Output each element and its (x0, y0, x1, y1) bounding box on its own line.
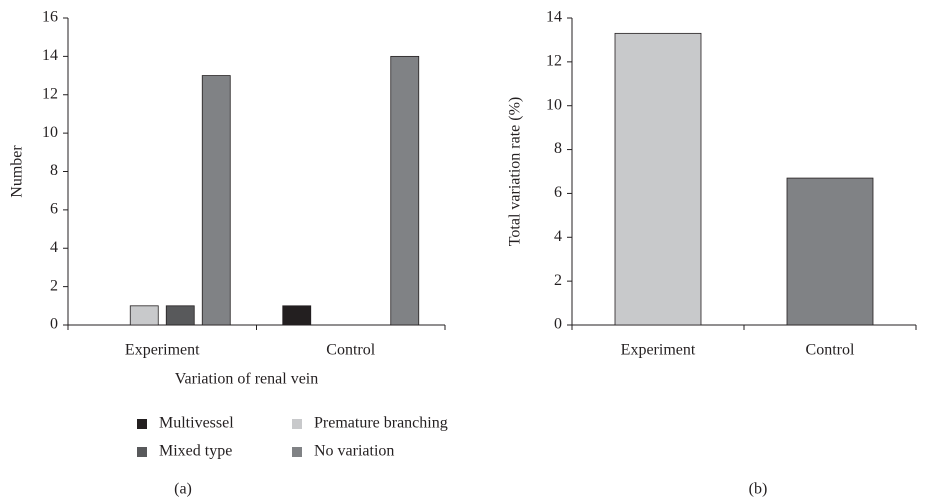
legend-label: Multivessel (159, 415, 234, 432)
legend-label: Premature branching (314, 415, 448, 432)
y-tick-label: 4 (50, 239, 58, 256)
legend-label: Mixed type (159, 443, 232, 460)
y-axis-label: Total variation rate (%) (507, 97, 524, 246)
legend-swatch (292, 419, 302, 429)
legend-swatch (292, 447, 302, 457)
bar (390, 55, 420, 326)
y-tick-label: 14 (42, 47, 58, 64)
legend-swatch (137, 447, 147, 457)
x-axis-label: Variation of renal vein (175, 371, 319, 388)
x-tick-label: Control (326, 342, 375, 359)
y-tick-label: 4 (554, 228, 562, 245)
caption: (a) (174, 481, 192, 498)
x-tick-label: Control (806, 342, 855, 359)
caption: (b) (749, 481, 768, 498)
y-tick-label: 8 (50, 162, 58, 179)
x-tick-label: Experiment (621, 342, 696, 359)
bar (201, 75, 231, 326)
x-tick-label: Experiment (125, 342, 200, 359)
bar (129, 305, 159, 326)
y-tick-label: 8 (554, 140, 562, 157)
y-tick-label: 6 (554, 184, 562, 201)
legend-swatch (137, 419, 147, 429)
bar (786, 177, 874, 326)
y-tick-label: 14 (546, 9, 562, 26)
y-tick-label: 0 (554, 316, 562, 333)
y-tick-label: 2 (50, 277, 58, 294)
legend-label: No variation (314, 443, 394, 460)
bar (165, 305, 195, 326)
bar (282, 305, 312, 326)
y-tick-label: 12 (42, 85, 58, 102)
y-tick-label: 0 (50, 316, 58, 333)
bar (614, 32, 702, 326)
y-tick-label: 10 (42, 124, 58, 141)
y-axis-label: Number (9, 145, 26, 198)
y-tick-label: 6 (50, 201, 58, 218)
y-tick-label: 10 (546, 96, 562, 113)
y-tick-label: 16 (42, 9, 58, 26)
y-tick-label: 2 (554, 272, 562, 289)
y-tick-label: 12 (546, 53, 562, 70)
